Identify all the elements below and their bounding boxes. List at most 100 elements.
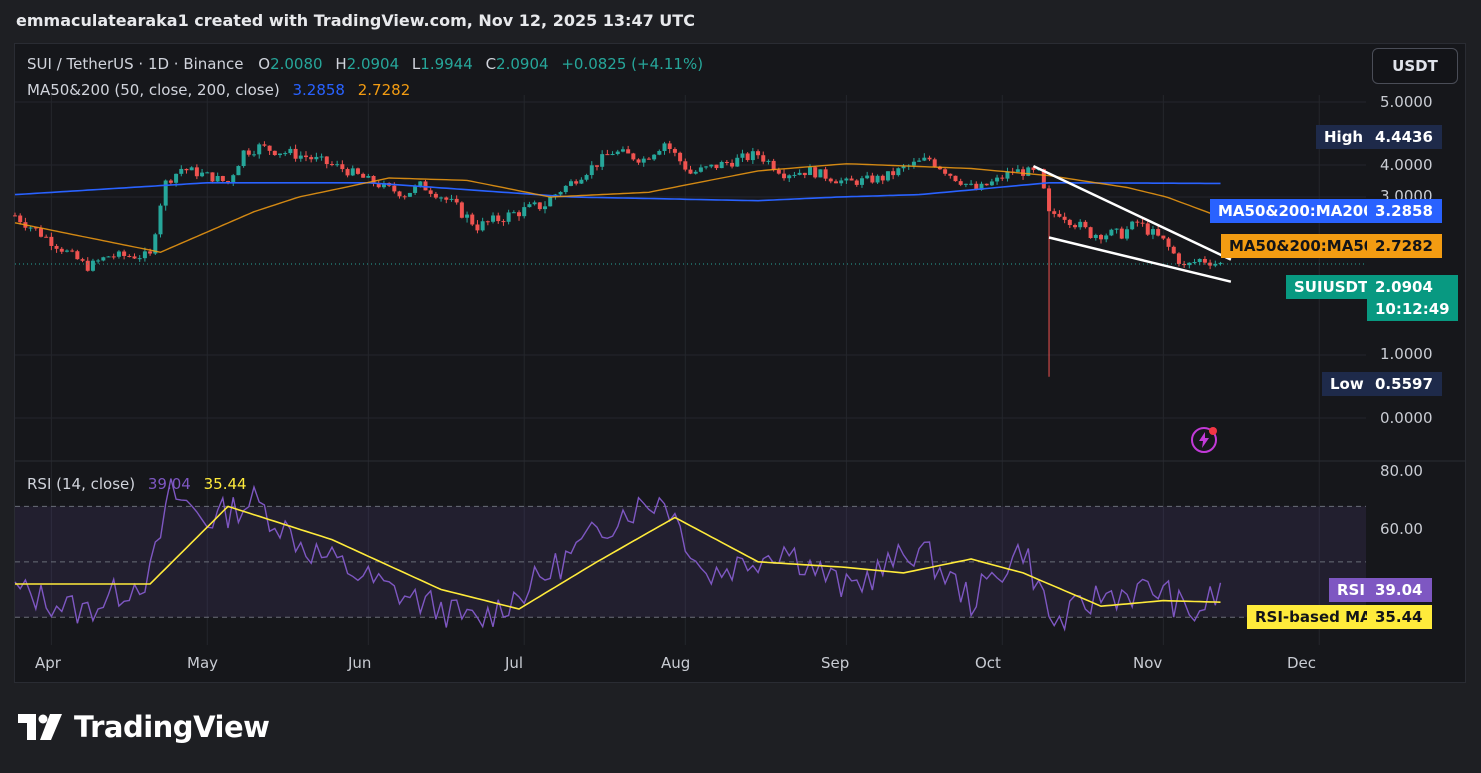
candle-body [1202, 258, 1207, 263]
candle-body [1176, 253, 1181, 264]
candle-body [880, 175, 885, 181]
candle-body [392, 185, 397, 192]
rsi-title: RSI (14, close) [27, 475, 136, 493]
candle-body [750, 151, 755, 161]
open-value: 2.0080 [270, 55, 323, 73]
candle-body [745, 153, 750, 161]
candle-body [802, 172, 807, 176]
candle-body [381, 182, 386, 188]
month-label: Jul [505, 654, 524, 672]
candle-body [839, 180, 844, 184]
candle-body [210, 172, 215, 182]
candle-body [283, 153, 288, 155]
wedge-trendlines [1032, 164, 1232, 283]
price-tick: 4.0000 [1380, 156, 1433, 174]
candle-body [620, 149, 625, 152]
rsi-ma-line [15, 505, 1221, 610]
candle-body [719, 161, 724, 169]
low-tag-label: Low [1322, 372, 1372, 396]
candle-body [610, 154, 615, 156]
candle-body [449, 198, 454, 200]
candle-body [293, 148, 298, 159]
rsi-tag-label: RSI [1329, 578, 1373, 602]
candle-body [1114, 228, 1119, 230]
candle-body [657, 151, 662, 155]
candle-body [527, 204, 532, 208]
wedge-lower-line [1048, 236, 1232, 283]
candle-body [969, 183, 974, 185]
candle-body [958, 181, 963, 185]
currency-button[interactable]: USDT [1372, 48, 1458, 84]
candle-body [579, 179, 584, 184]
month-label: Aug [661, 654, 691, 672]
candle-body [1047, 188, 1052, 212]
candle-body [771, 160, 776, 170]
ma50-tag-label: MA50&200:MA50 [1221, 234, 1383, 258]
candle-body [444, 197, 449, 200]
candle-body [246, 150, 251, 155]
candle-body [101, 257, 106, 261]
candle-body [148, 251, 153, 254]
candle-body [1135, 221, 1140, 223]
candle-body [989, 181, 994, 186]
candle-body [189, 167, 194, 171]
candle-body [859, 178, 864, 185]
rsi-lines [14, 478, 1222, 632]
candle-body [59, 248, 64, 252]
candle-body [511, 212, 516, 214]
candle-body [761, 155, 766, 162]
candle-body [709, 164, 714, 167]
candle-body [823, 169, 828, 179]
candle-body [257, 144, 262, 155]
candle-body [917, 160, 922, 162]
candle-body [849, 178, 854, 181]
candle-body [335, 164, 340, 166]
candle-body [813, 167, 818, 178]
candle-body [818, 169, 823, 178]
candle-body [501, 221, 506, 223]
candle-body [532, 202, 537, 205]
alert-bolt-icon[interactable] [1189, 425, 1219, 455]
candle-body [641, 158, 646, 163]
candle-body [688, 169, 693, 174]
candle-body [1005, 171, 1010, 179]
candle-body [303, 155, 308, 158]
candle-body [33, 227, 38, 229]
candle-body [1145, 223, 1150, 235]
candle-body [272, 150, 277, 156]
candle-body [90, 260, 95, 271]
candle-body [563, 185, 568, 193]
candle-body [932, 159, 937, 167]
candle-body [314, 156, 319, 160]
candle-body [1031, 167, 1036, 170]
candle-body [44, 236, 49, 238]
candle-body [808, 167, 813, 176]
candle-body [13, 215, 17, 217]
candle-body [153, 234, 158, 254]
candle-body [558, 192, 563, 195]
candle-body [631, 153, 636, 160]
candle-body [1171, 246, 1176, 254]
tradingview-logo-icon [18, 714, 62, 740]
rsi-tag-value: 39.04 [1367, 578, 1432, 602]
tradingview-logo[interactable]: TradingView [18, 710, 270, 744]
candle-body [714, 164, 719, 169]
candle-body [1067, 219, 1072, 226]
candle-body [584, 175, 589, 180]
candle-body [636, 159, 641, 163]
candle-body [943, 169, 948, 174]
candle-body [724, 161, 729, 163]
candle-body [626, 149, 631, 154]
candle-body [1073, 225, 1078, 228]
grid [15, 95, 1466, 645]
candle-body [371, 175, 376, 184]
candle-body [496, 215, 501, 222]
candle-body [963, 183, 968, 185]
symbol-legend: SUI / TetherUS · 1D · Binance O2.0080 H2… [27, 55, 705, 73]
symbol-tag-label: SUIUSDT [1286, 275, 1377, 299]
candle-body [615, 151, 620, 155]
candle-body [1000, 177, 1005, 179]
candle-body [361, 173, 366, 178]
high-label: H [335, 55, 347, 73]
